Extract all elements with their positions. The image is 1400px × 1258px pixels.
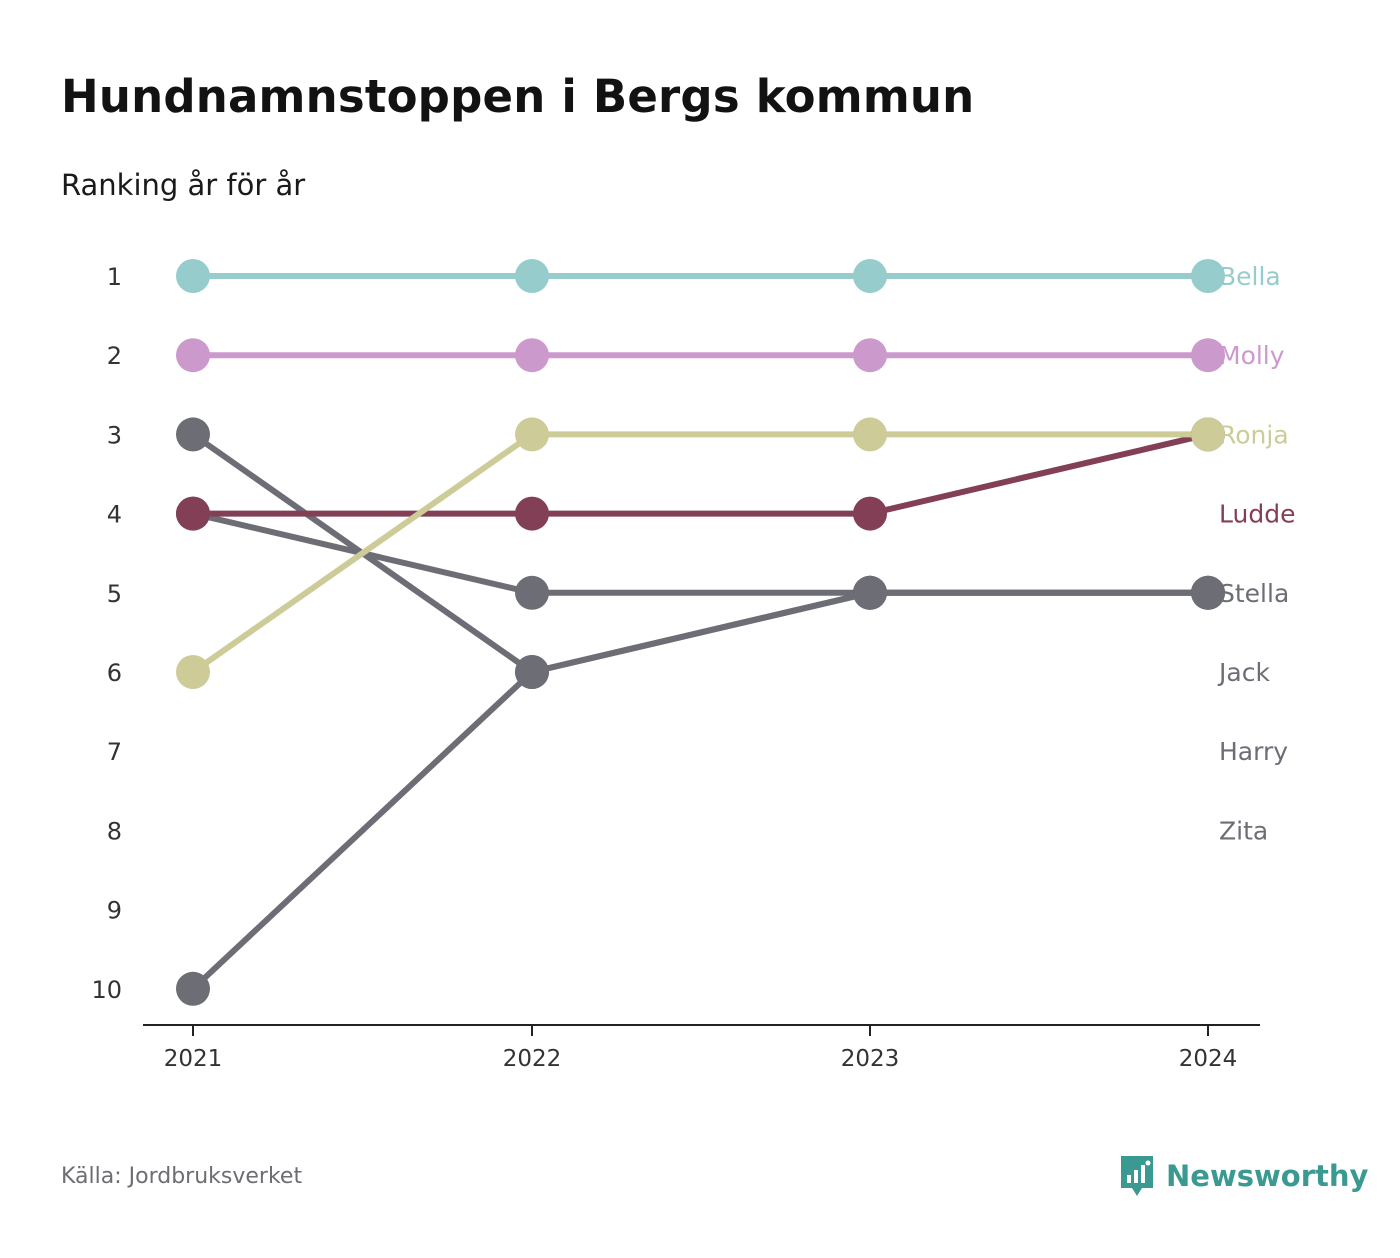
y-tick-label: 6 — [107, 659, 122, 687]
y-tick-label: 5 — [107, 580, 122, 608]
y-tick-label: 2 — [107, 342, 122, 370]
x-tick-label: 2021 — [164, 1046, 223, 1072]
data-point-ronja — [853, 417, 887, 452]
series-line-ludde — [190, 431, 1211, 517]
x-tick-label: 2023 — [841, 1046, 900, 1072]
data-point-ludde — [176, 496, 210, 531]
data-point-stella — [1191, 575, 1225, 610]
y-tick-label: 8 — [107, 817, 122, 845]
data-point-bella — [515, 259, 549, 293]
x-tick-label: 2024 — [1179, 1046, 1238, 1072]
end-label-bella: Bella — [1219, 262, 1281, 291]
y-tick-label: 10 — [91, 976, 122, 1004]
newsworthy-logo: Newsworthy — [1118, 1152, 1368, 1200]
data-point-harry — [176, 971, 210, 1006]
y-tick-label: 9 — [107, 897, 122, 925]
end-label-molly: Molly — [1219, 341, 1285, 370]
end-label-zita: Zita — [1219, 816, 1268, 845]
data-point-molly — [515, 338, 549, 373]
series-line-harry — [190, 589, 1211, 992]
end-label-harry: Harry — [1219, 737, 1288, 766]
data-point-stella — [853, 575, 887, 610]
source-note: Källa: Jordbruksverket — [61, 1164, 303, 1189]
data-point-jack — [515, 655, 549, 689]
data-point-bella — [1191, 259, 1225, 293]
y-tick-label: 7 — [107, 738, 122, 766]
y-tick-label: 4 — [107, 501, 122, 529]
data-point-stella — [515, 575, 549, 610]
data-point-molly — [1191, 338, 1225, 373]
series-line-ronja — [190, 431, 1211, 675]
data-point-ludde — [853, 496, 887, 531]
end-label-stella: Stella — [1219, 579, 1289, 608]
data-point-jack — [176, 417, 210, 452]
series-line-stella — [190, 510, 1211, 596]
y-tick-label: 3 — [107, 421, 122, 449]
data-point-bella — [176, 259, 210, 293]
x-tick-label: 2022 — [503, 1046, 562, 1072]
data-point-molly — [853, 338, 887, 373]
data-point-ludde — [515, 496, 549, 531]
end-label-ronja: Ronja — [1219, 420, 1289, 449]
data-point-ronja — [515, 417, 549, 452]
chart-title: Hundnamnstoppen i Bergs kommun — [61, 70, 975, 123]
data-point-bella — [853, 259, 887, 293]
y-tick-label: 1 — [107, 263, 122, 291]
data-point-ronja — [1191, 417, 1225, 452]
end-label-jack: Jack — [1217, 658, 1270, 687]
newsworthy-logo-icon — [1121, 1156, 1153, 1196]
newsworthy-logo-text: Newsworthy — [1166, 1159, 1369, 1193]
data-point-ronja — [176, 655, 210, 689]
chart-subtitle: Ranking år för år — [61, 168, 306, 202]
end-label-ludde: Ludde — [1219, 500, 1295, 529]
data-point-molly — [176, 338, 210, 373]
